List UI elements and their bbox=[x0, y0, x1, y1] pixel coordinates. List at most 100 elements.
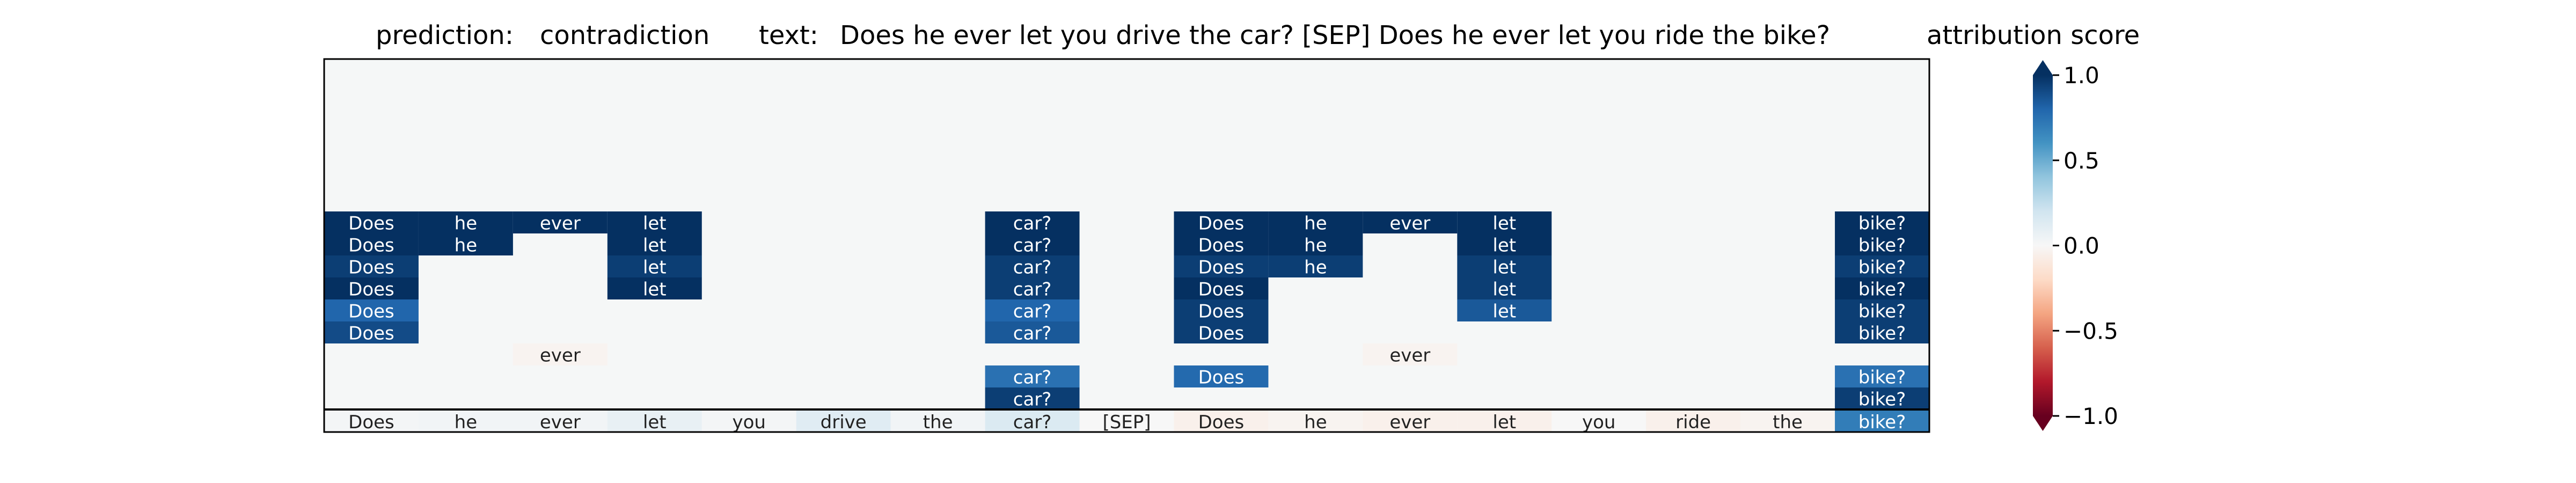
token-label: ever bbox=[1389, 412, 1430, 433]
heatmap-cell bbox=[985, 321, 1080, 343]
heatmap-cell bbox=[1174, 255, 1269, 277]
cell-token-label: let bbox=[1492, 279, 1516, 301]
heatmap-background bbox=[324, 59, 1929, 432]
heatmap-frame bbox=[323, 58, 1930, 433]
token-cell bbox=[1646, 411, 1741, 432]
cell-token-label: bike? bbox=[1858, 235, 1906, 257]
token-label: you bbox=[1582, 412, 1615, 433]
token-cell bbox=[607, 411, 702, 432]
cell-token-label: bike? bbox=[1858, 389, 1906, 411]
heatmap-cell bbox=[324, 321, 419, 343]
token-cell bbox=[1457, 411, 1552, 432]
colorbar-tick-label: 0.0 bbox=[2063, 233, 2099, 259]
cell-token-label: let bbox=[643, 235, 667, 257]
token-label: the bbox=[923, 412, 953, 433]
heatmap-cell bbox=[418, 233, 513, 255]
heatmap-cell bbox=[1457, 255, 1552, 277]
heatmap-cell bbox=[513, 343, 608, 365]
token-cell bbox=[1740, 411, 1835, 432]
heatmap-cell bbox=[985, 387, 1080, 409]
colorbar-tick-label: −0.5 bbox=[2063, 318, 2118, 344]
heatmap-cell bbox=[607, 233, 702, 255]
cell-token-label: Does bbox=[348, 213, 394, 235]
cell-token-label: bike? bbox=[1858, 279, 1906, 301]
cell-token-label: let bbox=[1492, 235, 1516, 257]
heatmap-cell bbox=[1835, 255, 1929, 277]
heatmap-cell bbox=[1835, 233, 1929, 255]
heatmap-cell bbox=[1363, 211, 1458, 233]
heatmap-cell bbox=[1457, 299, 1552, 321]
heatmap-cell bbox=[324, 255, 419, 277]
heatmap-cell bbox=[1835, 211, 1929, 233]
heatmap-cell bbox=[1174, 233, 1269, 255]
token-label: car? bbox=[1013, 412, 1052, 433]
colorbar-extend-top bbox=[2033, 60, 2053, 75]
token-cell bbox=[513, 411, 608, 432]
cell-token-label: car? bbox=[1013, 257, 1052, 279]
heatmap-cell bbox=[985, 277, 1080, 299]
token-label: he bbox=[1304, 412, 1327, 433]
cell-token-label: let bbox=[1492, 301, 1516, 323]
heatmap-cell bbox=[607, 255, 702, 277]
cell-token-label: Does bbox=[1198, 235, 1245, 257]
token-label: he bbox=[455, 412, 477, 433]
cell-token-label: he bbox=[455, 235, 477, 257]
heatmap-cell bbox=[324, 277, 419, 299]
heatmap-cell bbox=[1457, 233, 1552, 255]
cell-token-label: he bbox=[455, 213, 477, 235]
cell-token-label: Does bbox=[1198, 367, 1245, 389]
token-cell bbox=[701, 411, 796, 432]
token-cell bbox=[796, 411, 891, 432]
cell-token-label: ever bbox=[1389, 213, 1430, 235]
cell-token-label: ever bbox=[540, 345, 581, 367]
cell-token-label: car? bbox=[1013, 213, 1052, 235]
cell-token-label: Does bbox=[348, 279, 394, 301]
token-label: Does bbox=[1198, 412, 1245, 433]
colorbar-title: attribution score bbox=[1927, 20, 2140, 50]
heatmap-cell bbox=[324, 211, 419, 233]
prediction-value: contradiction bbox=[540, 20, 710, 50]
cell-token-label: car? bbox=[1013, 235, 1052, 257]
cell-token-label: Does bbox=[1198, 301, 1245, 323]
heatmap-cell bbox=[985, 365, 1080, 387]
cell-token-label: bike? bbox=[1858, 323, 1906, 345]
text-value: Does he ever let you drive the car? [SEP… bbox=[840, 20, 1831, 50]
prediction-label: prediction: bbox=[376, 20, 514, 50]
cell-token-label: car? bbox=[1013, 279, 1052, 301]
token-cell bbox=[1079, 411, 1174, 432]
token-cell bbox=[418, 411, 513, 432]
token-cell bbox=[1174, 411, 1269, 432]
cell-token-label: car? bbox=[1013, 323, 1052, 345]
heatmap-cell bbox=[985, 299, 1080, 321]
heatmap-cell bbox=[1835, 277, 1929, 299]
cell-token-label: let bbox=[1492, 257, 1516, 279]
cell-token-label: ever bbox=[540, 213, 581, 235]
cell-token-label: car? bbox=[1013, 389, 1052, 411]
heatmap-cell bbox=[1835, 299, 1929, 321]
heatmap-cell bbox=[1835, 365, 1929, 387]
heatmap-cell bbox=[418, 211, 513, 233]
token-label: the bbox=[1773, 412, 1803, 433]
cell-token-label: car? bbox=[1013, 301, 1052, 323]
heatmap-cell bbox=[1835, 321, 1929, 343]
token-label: [SEP] bbox=[1102, 412, 1151, 433]
heatmap-cell bbox=[985, 255, 1080, 277]
token-label: ride bbox=[1675, 412, 1711, 433]
cell-token-label: bike? bbox=[1858, 367, 1906, 389]
heatmap-cell bbox=[1174, 277, 1269, 299]
cell-token-label: let bbox=[643, 213, 667, 235]
cell-token-label: Does bbox=[348, 323, 394, 345]
token-cell bbox=[1552, 411, 1646, 432]
cell-token-label: Does bbox=[348, 257, 394, 279]
heatmap-cell bbox=[1174, 211, 1269, 233]
colorbar-tick-label: 0.5 bbox=[2063, 148, 2099, 174]
cell-token-label: Does bbox=[1198, 213, 1245, 235]
cell-token-label: Does bbox=[348, 235, 394, 257]
heatmap-cell bbox=[1457, 211, 1552, 233]
cell-token-label: he bbox=[1304, 235, 1327, 257]
heatmap-cell bbox=[607, 211, 702, 233]
heatmap-cell bbox=[985, 233, 1080, 255]
heatmap-cell bbox=[985, 211, 1080, 233]
